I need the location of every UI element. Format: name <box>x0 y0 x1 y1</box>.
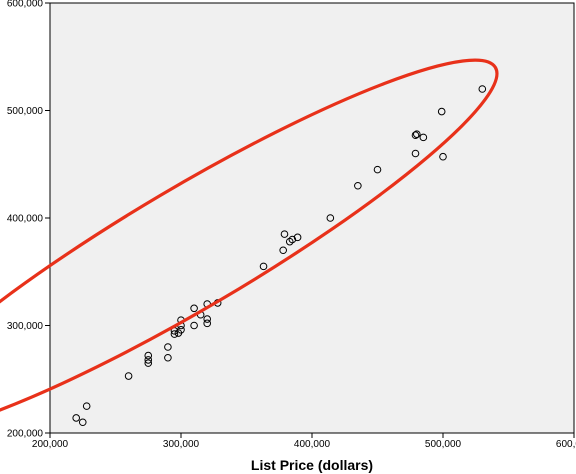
highlight-ellipse <box>0 58 499 436</box>
data-point <box>285 237 294 246</box>
data-point <box>72 414 80 422</box>
data-point <box>124 372 133 380</box>
data-point <box>411 149 420 158</box>
data-point <box>280 230 289 238</box>
y-axis: 200,000 300,000 400,000 500,000 600,000 <box>7 0 50 440</box>
y-tick-label: 200,000 <box>7 429 44 440</box>
annotation-layer <box>0 58 499 436</box>
x-axis-title: List Price (dollars) <box>251 457 373 473</box>
data-point <box>190 321 198 330</box>
data-point <box>170 330 179 338</box>
data-point <box>373 165 382 174</box>
x-tick-label: 600,000 <box>556 439 576 450</box>
data-point <box>203 319 211 328</box>
data-point <box>144 359 153 367</box>
data-point <box>190 304 198 313</box>
x-tick-label: 500,000 <box>425 439 462 450</box>
data-point <box>439 152 447 161</box>
data-point <box>411 131 420 140</box>
x-tick-label: 200,000 <box>32 439 69 450</box>
data-point <box>164 353 172 362</box>
plot-area <box>49 2 575 434</box>
data-point <box>419 133 428 142</box>
y-tick-label: 400,000 <box>7 214 44 225</box>
data-point <box>288 235 297 244</box>
data-point <box>177 326 185 334</box>
y-tick-label: 300,000 <box>7 321 44 332</box>
data-point <box>144 351 153 360</box>
data-point <box>326 214 335 222</box>
data-point <box>144 356 153 364</box>
data-point <box>259 262 268 271</box>
y-tick-label: 500,000 <box>7 106 44 117</box>
data-point <box>82 402 91 410</box>
data-point <box>203 315 211 323</box>
data-point <box>413 130 421 138</box>
data-point <box>279 246 287 255</box>
x-tick-label: 400,000 <box>294 439 331 450</box>
data-point <box>164 343 172 351</box>
data-point <box>78 418 87 427</box>
x-tick-label: 300,000 <box>163 439 200 450</box>
data-point <box>478 85 487 93</box>
data-point <box>293 233 302 242</box>
data-point <box>354 181 362 190</box>
y-tick-label: 600,000 <box>7 0 44 10</box>
data-point <box>437 107 446 116</box>
x-axis: 200,000 300,000 400,000 500,000 600,000 <box>32 433 576 450</box>
